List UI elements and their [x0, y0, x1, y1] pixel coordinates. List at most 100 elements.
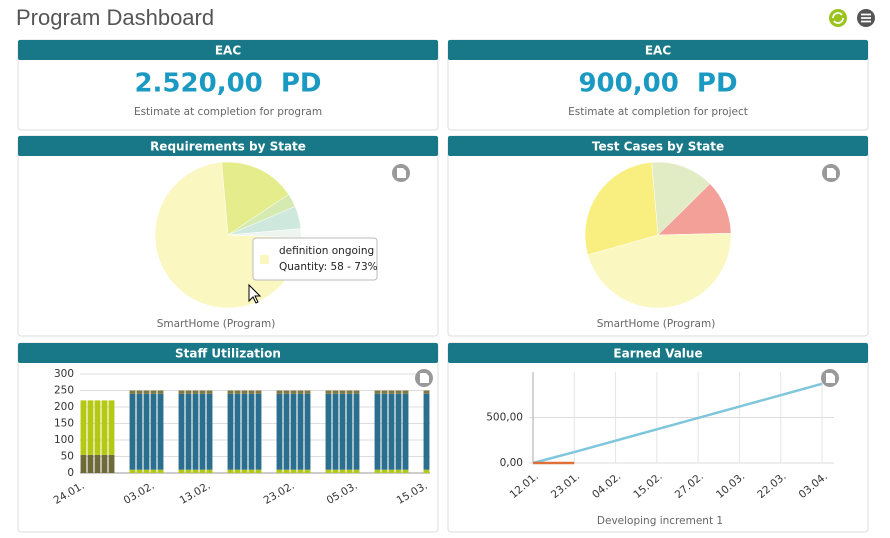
bar-segment	[255, 469, 262, 473]
bar-segment	[346, 469, 353, 473]
export-button[interactable]	[392, 164, 410, 182]
panel-title: Staff Utilization	[175, 347, 281, 361]
panel-title: Requirements by State	[150, 140, 306, 154]
bar-segment	[185, 469, 192, 473]
bar-segment	[227, 390, 234, 394]
export-button[interactable]	[822, 164, 840, 182]
bar-segment	[80, 400, 87, 455]
y-tick-label: 50	[61, 451, 74, 463]
bar-segment	[325, 390, 332, 394]
bar-segment	[304, 393, 311, 470]
bar-segment	[248, 390, 255, 394]
bar-segment	[395, 393, 402, 470]
chart-caption: SmartHome (Program)	[597, 318, 716, 330]
bar-segment	[199, 469, 206, 473]
export-button[interactable]	[821, 369, 839, 387]
bar-segment	[402, 393, 409, 470]
bar-segment	[395, 390, 402, 394]
bar-segment	[241, 469, 248, 473]
bar-segment	[129, 469, 136, 473]
panel: EAC 900,00 PD Estimate at completion for…	[447, 39, 869, 131]
bar-segment	[150, 469, 157, 473]
bar-segment	[136, 393, 143, 470]
eac-caption: Estimate at completion for program	[134, 106, 322, 118]
y-tick-label: 200	[54, 401, 74, 413]
bar-segment	[157, 393, 164, 470]
bar-segment	[423, 390, 430, 394]
bar-segment	[248, 469, 255, 473]
y-tick-label: 500,00	[486, 412, 523, 424]
bar-segment	[276, 393, 283, 470]
chart-caption: Developing increment 1	[597, 515, 723, 527]
bar-segment	[241, 393, 248, 470]
eac-value: 2.520,00 PD	[134, 69, 321, 99]
bar-segment	[185, 393, 192, 470]
bar-segment	[192, 390, 199, 394]
bar-segment	[339, 393, 346, 470]
bar-segment	[234, 469, 241, 473]
bar-segment	[227, 393, 234, 470]
panel-title: Test Cases by State	[592, 140, 724, 154]
bar-segment	[304, 390, 311, 394]
bar-segment	[178, 390, 185, 394]
bar-segment	[150, 390, 157, 394]
line-series	[532, 382, 823, 465]
bar-segment	[185, 390, 192, 394]
bar-segment	[290, 393, 297, 470]
bar-segment	[206, 469, 213, 473]
bar-segment	[423, 469, 430, 473]
bar-segment	[108, 454, 115, 473]
bar-segment	[206, 393, 213, 470]
bar-segment	[143, 390, 150, 394]
bar-segment	[381, 393, 388, 470]
pie-slice	[587, 232, 732, 309]
bar-segment	[206, 390, 213, 394]
bar-segment	[290, 390, 297, 394]
bar-segment	[178, 393, 185, 470]
bar-segment	[255, 393, 262, 470]
bar-segment	[255, 390, 262, 394]
y-tick-label: 100	[54, 434, 74, 446]
bar-segment	[283, 469, 290, 473]
bar-segment	[332, 390, 339, 394]
bar-segment	[276, 390, 283, 394]
bar-segment	[339, 390, 346, 394]
bar-segment	[178, 469, 185, 473]
bar-segment	[339, 469, 346, 473]
bar-segment	[304, 469, 311, 473]
pie-slice	[651, 161, 711, 236]
bar-segment	[283, 393, 290, 470]
bar-segment	[87, 454, 94, 473]
bar-segment	[325, 393, 332, 470]
bar-segment	[346, 393, 353, 470]
page-title: Program Dashboard	[16, 5, 214, 30]
eac-value: 900,00 PD	[578, 69, 737, 99]
bar-segment	[332, 393, 339, 470]
bar-segment	[374, 393, 381, 470]
bar-segment	[297, 390, 304, 394]
bar-segment	[80, 454, 87, 473]
bar-segment	[94, 400, 101, 455]
bar-segment	[129, 393, 136, 470]
pie-slice	[584, 162, 659, 256]
export-button[interactable]	[415, 369, 433, 387]
bar-segment	[94, 454, 101, 473]
menu-button[interactable]	[857, 9, 875, 27]
bar-segment	[199, 390, 206, 394]
tooltip-text: Quantity: 58 - 73%	[279, 261, 378, 273]
bar-segment	[353, 469, 360, 473]
pie-slice	[221, 161, 290, 236]
bar-segment	[381, 390, 388, 394]
panel: EAC 2.520,00 PD Estimate at completion f…	[17, 39, 439, 131]
bar-segment	[192, 393, 199, 470]
bar-segment	[129, 390, 136, 394]
bar-segment	[388, 469, 395, 473]
tooltip-label: definition ongoing	[279, 245, 374, 257]
bar-segment	[136, 390, 143, 394]
bar-segment	[248, 393, 255, 470]
panel: Earned Value Developing increment 1	[447, 342, 869, 533]
bar-segment	[143, 393, 150, 470]
refresh-button[interactable]	[829, 9, 847, 27]
panel-title: Earned Value	[613, 347, 702, 361]
